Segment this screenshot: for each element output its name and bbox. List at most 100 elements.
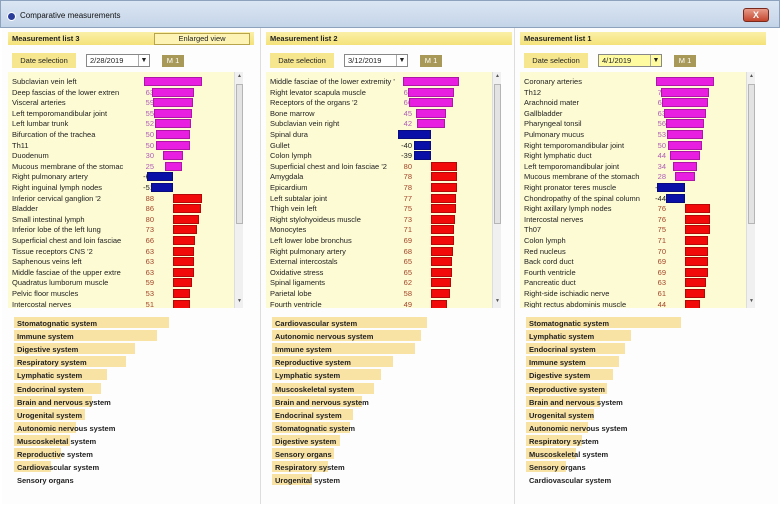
list-item[interactable]: Parietal lobe 58	[266, 288, 491, 299]
chevron-down-icon[interactable]: ▼	[396, 55, 407, 66]
list-item[interactable]: Superficial chest and loin fasciae 66	[8, 235, 233, 246]
m1-button[interactable]: M 1	[420, 55, 442, 67]
item-value: 59	[145, 98, 154, 108]
list-item[interactable]: Fourth ventricle 49	[266, 299, 491, 308]
item-name: Gullet	[270, 140, 290, 150]
close-button[interactable]: X	[743, 8, 769, 22]
list-item[interactable]: Fourth ventricle 69	[520, 267, 745, 278]
item-name: Bone marrow	[270, 108, 315, 118]
list-item[interactable]: Inferior lobe of the left lung 73	[8, 224, 233, 235]
list-item[interactable]: Oxidative stress 65	[266, 267, 491, 278]
scrollbar[interactable]: ▲ ▼	[234, 72, 243, 308]
system-name: Urogenital system	[275, 476, 341, 486]
list-item[interactable]: Left temporomandibular joint 34	[520, 161, 745, 172]
list-item[interactable]: External intercostals 65	[266, 256, 491, 267]
list-item[interactable]: Back cord duct 69	[520, 256, 745, 267]
list-item[interactable]: Left lumbar trunk 52	[8, 118, 233, 129]
chevron-down-icon[interactable]: ▼	[138, 55, 149, 66]
window-title: Comparative measurements	[20, 11, 121, 20]
list-item[interactable]: Pharyngeal tonsil 56	[520, 118, 745, 129]
item-name: Bladder	[12, 204, 38, 214]
list-item[interactable]: Spinal dura -77	[266, 129, 491, 140]
list-item[interactable]: Receptors of the organs '2 66	[266, 97, 491, 108]
scroll-up-icon[interactable]: ▲	[237, 73, 242, 79]
system-name: Endocrinal system	[529, 345, 596, 355]
list-item[interactable]: Middle fasciae of the upper extre 63	[8, 267, 233, 278]
item-value: 59	[145, 278, 154, 288]
list-item[interactable]: Right-side ischiadic nerve 61	[520, 288, 745, 299]
list-item[interactable]: Mucous membrane of the stomach 28	[520, 171, 745, 182]
date-select[interactable]: 4/1/2019 ▼	[598, 54, 662, 67]
scroll-down-icon[interactable]: ▼	[749, 298, 754, 304]
list-item[interactable]: Middle fasciae of the lower extremity '2…	[266, 76, 491, 87]
scrollbar[interactable]: ▲ ▼	[746, 72, 755, 308]
list-item[interactable]: Th07 75	[520, 224, 745, 235]
enlarged-view-button[interactable]: Enlarged view	[154, 33, 250, 45]
scroll-up-icon[interactable]: ▲	[749, 73, 754, 79]
list-item[interactable]: Right axillary lymph nodes 76	[520, 203, 745, 214]
scroll-down-icon[interactable]: ▼	[237, 298, 242, 304]
list-item[interactable]: Visceral arteries 59	[8, 97, 233, 108]
list-item[interactable]: Right pulmonary artery 68	[266, 246, 491, 257]
list-item[interactable]: Intercostal nerves 76	[520, 214, 745, 225]
list-item[interactable]: Subclavian vein left 84	[8, 76, 233, 87]
list-item[interactable]: Coronary arteries 85	[520, 76, 745, 87]
list-item[interactable]: Right inguinal lymph nodes -51	[8, 182, 233, 193]
list-item[interactable]: Pelvic floor muscles 53	[8, 288, 233, 299]
list-item[interactable]: Colon lymph 71	[520, 235, 745, 246]
scroll-thumb[interactable]	[494, 84, 501, 224]
list-item[interactable]: Right pulmonary artery -60	[8, 171, 233, 182]
list-item[interactable]: Gallbladder 63	[520, 108, 745, 119]
m1-button[interactable]: M 1	[674, 55, 696, 67]
list-item[interactable]: Colon lymph -39	[266, 150, 491, 161]
list-item[interactable]: Right pronator teres muscle -66	[520, 182, 745, 193]
list-item[interactable]: Left subtalar joint 77	[266, 193, 491, 204]
list-item[interactable]: Epicardium 78	[266, 182, 491, 193]
list-item[interactable]: Intercostal nerves 51	[8, 299, 233, 308]
list-item[interactable]: Spinal ligaments 62	[266, 277, 491, 288]
value-bar	[431, 289, 451, 298]
list-item[interactable]: Subclavian vein right 42	[266, 118, 491, 129]
date-select[interactable]: 2/28/2019 ▼	[86, 54, 150, 67]
list-item[interactable]: Duodenum 30	[8, 150, 233, 161]
list-item[interactable]: Inferior cervical ganglion '2 88	[8, 193, 233, 204]
date-select[interactable]: 3/12/2019 ▼	[344, 54, 408, 67]
list-item[interactable]: Monocytes 71	[266, 224, 491, 235]
list-item[interactable]: Th11 50	[8, 140, 233, 151]
scroll-down-icon[interactable]: ▼	[495, 298, 500, 304]
list-item[interactable]: Left temporomandibular joint 55	[8, 108, 233, 119]
list-item[interactable]: Gullet -40	[266, 140, 491, 151]
list-item[interactable]: Right lymphatic duct 44	[520, 150, 745, 161]
chevron-down-icon[interactable]: ▼	[650, 55, 661, 66]
list-item[interactable]: Tissue receptors CNS '2 63	[8, 246, 233, 257]
scroll-thumb[interactable]	[236, 84, 243, 224]
list-item[interactable]: Bladder 86	[8, 203, 233, 214]
list-item[interactable]: Saphenous veins left 63	[8, 256, 233, 267]
value-bar	[414, 151, 431, 161]
list-item[interactable]: Amygdala 78	[266, 171, 491, 182]
list-item[interactable]: Right levator scapula muscle 67	[266, 87, 491, 98]
list-item[interactable]: Bifurcation of the trachea 50	[8, 129, 233, 140]
list-item[interactable]: Pancreatic duct 63	[520, 277, 745, 288]
m1-button[interactable]: M 1	[162, 55, 184, 67]
list-item[interactable]: Superficial chest and loin fasciae '2 80	[266, 161, 491, 172]
list-item[interactable]: Right stylohyoideus muscle 73	[266, 214, 491, 225]
list-item[interactable]: Mucous membrane of the stomac 25	[8, 161, 233, 172]
list-item[interactable]: Chondropathy of the spinal column -44	[520, 193, 745, 204]
list-item[interactable]: Quadratus lumborum muscle 59	[8, 277, 233, 288]
list-item[interactable]: Right temporomandibular joint 50	[520, 140, 745, 151]
list-item[interactable]: Small intestinal lymph 80	[8, 214, 233, 225]
list-item[interactable]: Right rectus abdominis muscle 44	[520, 299, 745, 308]
scroll-up-icon[interactable]: ▲	[495, 73, 500, 79]
list-item[interactable]: Deep fascias of the lower extren 63	[8, 87, 233, 98]
scroll-thumb[interactable]	[748, 84, 755, 224]
list-item[interactable]: Left lower lobe bronchus 69	[266, 235, 491, 246]
list-item[interactable]: Red nucleus 70	[520, 246, 745, 257]
system-bar	[526, 408, 595, 420]
list-item[interactable]: Thigh vein left 75	[266, 203, 491, 214]
list-item[interactable]: Th12 70	[520, 87, 745, 98]
list-item[interactable]: Bone marrow 45	[266, 108, 491, 119]
list-item[interactable]: Arachnoid mater 68	[520, 97, 745, 108]
scrollbar[interactable]: ▲ ▼	[492, 72, 501, 308]
list-item[interactable]: Pulmonary mucus 53	[520, 129, 745, 140]
